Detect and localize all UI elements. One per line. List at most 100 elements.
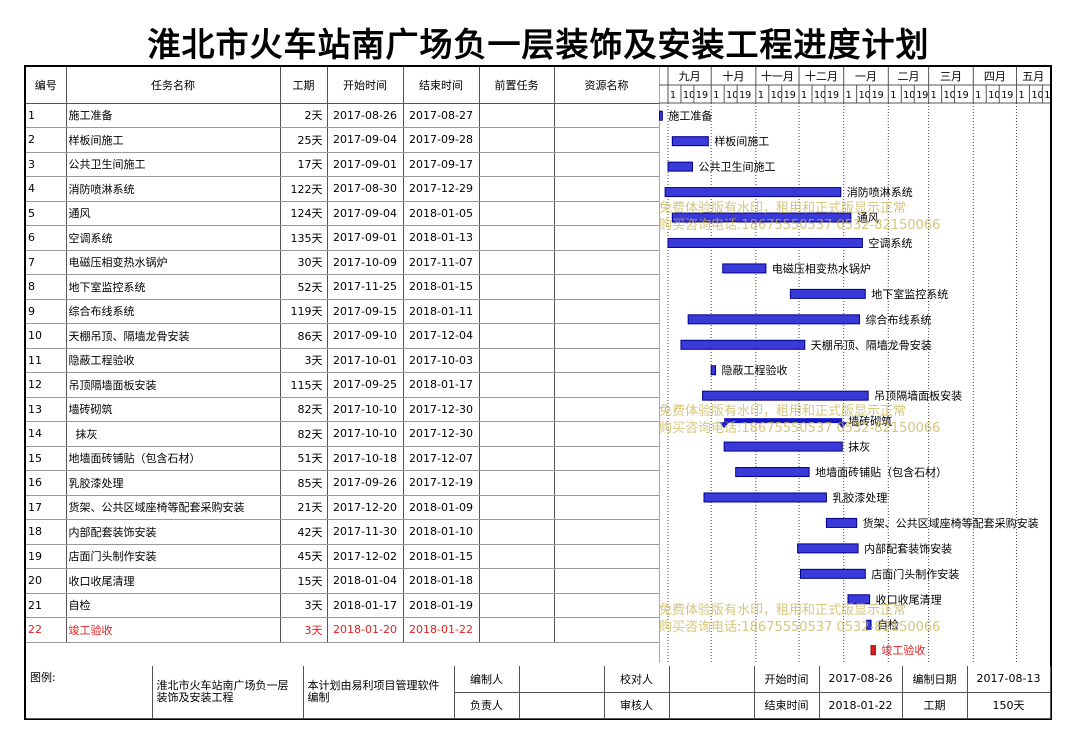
gantt-bar — [723, 441, 843, 452]
end-label: 结束时间 — [754, 692, 820, 719]
compiler-value — [519, 666, 605, 693]
gantt-bar — [671, 136, 709, 147]
gantt-bar — [671, 212, 852, 223]
task-name: 墙砖砌筑 — [66, 397, 281, 422]
task-resource — [554, 299, 660, 324]
task-resource — [554, 201, 660, 226]
summary-end-marker — [837, 422, 848, 429]
task-start: 2017-09-01 — [327, 225, 404, 251]
task-start: 2017-11-30 — [327, 519, 404, 545]
day-tick-label: 1 — [670, 90, 676, 101]
task-resource — [554, 617, 660, 643]
task-start: 2017-09-25 — [327, 372, 404, 398]
day-tick-label: 10 — [859, 90, 871, 101]
task-name: 隐蔽工程验收 — [66, 348, 281, 373]
gantt-bar-label: 地下室监控系统 — [871, 287, 948, 301]
task-end: 2018-01-15 — [403, 274, 480, 300]
table-row[interactable]: 3 公共卫生间施工 17天 2017-09-01 2017-09-17 — [26, 152, 660, 177]
task-name: 抹灰 — [66, 421, 281, 447]
task-resource — [554, 519, 660, 545]
table-row[interactable]: 21 自检 3天 2018-01-17 2018-01-19 — [26, 593, 660, 618]
table-row[interactable]: 14 抹灰 82天 2017-10-10 2017-12-30 — [26, 421, 660, 447]
task-resource — [554, 421, 660, 447]
task-id: 10 — [26, 323, 67, 349]
task-predecessor — [479, 421, 555, 447]
gantt-bar-label: 吊顶隔墙面板安装 — [874, 389, 962, 403]
task-id: 5 — [26, 201, 67, 226]
table-row[interactable]: 6 空调系统 135天 2017-09-01 2018-01-13 — [26, 225, 660, 251]
task-end: 2017-12-07 — [403, 446, 480, 471]
day-tick-label: 19 — [827, 90, 839, 101]
task-end: 2017-09-28 — [403, 127, 480, 153]
gantt-bar-label: 天棚吊顶、隔墙龙骨安装 — [811, 338, 932, 352]
task-duration: 2天 — [280, 103, 328, 128]
footer-table: 图例: 淮北市火车站南广场负一层装饰及安装工程 本计划由易利项目管理软件编制 编… — [26, 666, 1051, 719]
table-row[interactable]: 16 乳胶漆处理 85天 2017-09-26 2017-12-19 — [26, 470, 660, 496]
table-row[interactable]: 11 隐蔽工程验收 3天 2017-10-01 2017-10-03 — [26, 348, 660, 373]
task-duration: 42天 — [280, 519, 328, 545]
task-start: 2017-12-20 — [327, 495, 404, 520]
task-duration: 51天 — [280, 446, 328, 471]
task-start: 2017-12-02 — [327, 544, 404, 569]
table-row[interactable]: 17 货架、公共区域座椅等配套采购安装 21天 2017-12-20 2018-01-0… — [26, 495, 660, 520]
task-predecessor — [479, 495, 555, 520]
gantt-bar — [680, 339, 806, 350]
table-row[interactable]: 1 施工准备 2天 2017-08-26 2017-08-27 — [26, 103, 660, 128]
task-name: 收口收尾清理 — [66, 568, 281, 594]
table-row[interactable]: 10 天棚吊顶、隔墙龙骨安装 86天 2017-09-10 2017-12-04 — [26, 323, 660, 349]
header-end: 结束时间 — [403, 67, 480, 104]
table-row[interactable]: 13 墙砖砌筑 82天 2017-10-10 2017-12-30 — [26, 397, 660, 422]
task-id: 6 — [26, 225, 67, 251]
table-row[interactable]: 5 通风 124天 2017-09-04 2018-01-05 — [26, 201, 660, 226]
gantt-bar-label: 墙砖砌筑 — [848, 414, 892, 428]
month-label: 十二月 — [805, 69, 838, 83]
day-tick-label: 19 — [1044, 90, 1050, 101]
table-row[interactable]: 2 样板间施工 25天 2017-09-04 2017-09-28 — [26, 127, 660, 153]
task-predecessor — [479, 397, 555, 422]
task-name: 施工准备 — [66, 103, 281, 128]
table-row[interactable]: 9 综合布线系统 119天 2017-09-15 2018-01-11 — [26, 299, 660, 324]
task-id: 1 — [26, 103, 67, 128]
table-row[interactable]: 12 吊顶隔墙面板安装 115天 2017-09-25 2018-01-17 — [26, 372, 660, 398]
summary-start-marker — [719, 422, 730, 429]
table-header-row: 编号 任务名称 工期 开始时间 结束时间 前置任务 资源名称 — [26, 67, 660, 104]
task-predecessor — [479, 127, 555, 153]
table-row[interactable]: 20 收口收尾清理 15天 2018-01-04 2018-01-18 — [26, 568, 660, 594]
task-resource — [554, 446, 660, 471]
gantt-bar-label: 通风 — [857, 212, 879, 225]
gantt-bar — [799, 568, 866, 579]
task-id: 7 — [26, 250, 67, 275]
task-start: 2017-09-10 — [327, 323, 404, 349]
month-label: 九月 — [679, 70, 701, 83]
task-predecessor — [479, 519, 555, 545]
task-end: 2018-01-17 — [403, 372, 480, 398]
table-row[interactable]: 8 地下室监控系统 52天 2017-11-25 2018-01-15 — [26, 274, 660, 300]
header-predecessor: 前置任务 — [479, 67, 555, 104]
task-id: 19 — [26, 544, 67, 569]
table-row[interactable]: 4 消防喷淋系统 122天 2017-08-30 2017-12-29 — [26, 176, 660, 202]
task-name: 地墙面砖铺贴（包含石材） — [66, 446, 281, 471]
task-name: 店面门头制作安装 — [66, 544, 281, 569]
table-row[interactable]: 19 店面门头制作安装 45天 2017-12-02 2018-01-15 — [26, 544, 660, 569]
duration-label: 工期 — [902, 692, 968, 719]
duration-value: 150天 — [967, 692, 1051, 719]
table-row[interactable]: 7 电磁压相变热水锅炉 30天 2017-10-09 2017-11-07 — [26, 250, 660, 275]
task-start: 2018-01-17 — [327, 593, 404, 618]
task-resource — [554, 103, 660, 128]
task-predecessor — [479, 152, 555, 177]
task-end: 2018-01-19 — [403, 593, 480, 618]
table-row[interactable]: 15 地墙面砖铺贴（包含石材） 51天 2017-10-18 2017-12-07 — [26, 446, 660, 471]
table-row[interactable]: 22 竣工验收 3天 2018-01-20 2018-01-22 — [26, 617, 660, 643]
start-value: 2017-08-26 — [819, 666, 903, 693]
task-id: 15 — [26, 446, 67, 471]
task-start: 2017-09-15 — [327, 299, 404, 324]
task-predecessor — [479, 225, 555, 251]
task-name: 吊顶隔墙面板安装 — [66, 372, 281, 398]
table-row[interactable]: 18 内部配套装饰安装 42天 2017-11-30 2018-01-10 — [26, 519, 660, 545]
task-end: 2018-01-15 — [403, 544, 480, 569]
task-resource — [554, 348, 660, 373]
gantt-bar — [825, 517, 858, 528]
task-predecessor — [479, 323, 555, 349]
task-predecessor — [479, 103, 555, 128]
gantt-bar — [789, 288, 866, 299]
